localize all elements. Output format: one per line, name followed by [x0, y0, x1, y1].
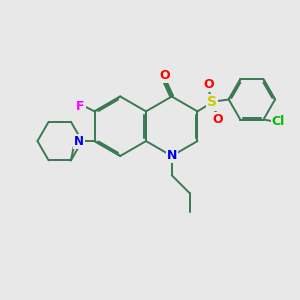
Text: N: N — [167, 149, 177, 162]
Text: N: N — [74, 135, 84, 148]
Text: F: F — [76, 100, 85, 113]
Text: Cl: Cl — [272, 115, 285, 128]
Text: N: N — [74, 135, 84, 148]
Text: O: O — [159, 69, 169, 82]
Text: O: O — [212, 113, 223, 126]
Text: S: S — [207, 95, 217, 110]
Text: O: O — [203, 78, 214, 91]
